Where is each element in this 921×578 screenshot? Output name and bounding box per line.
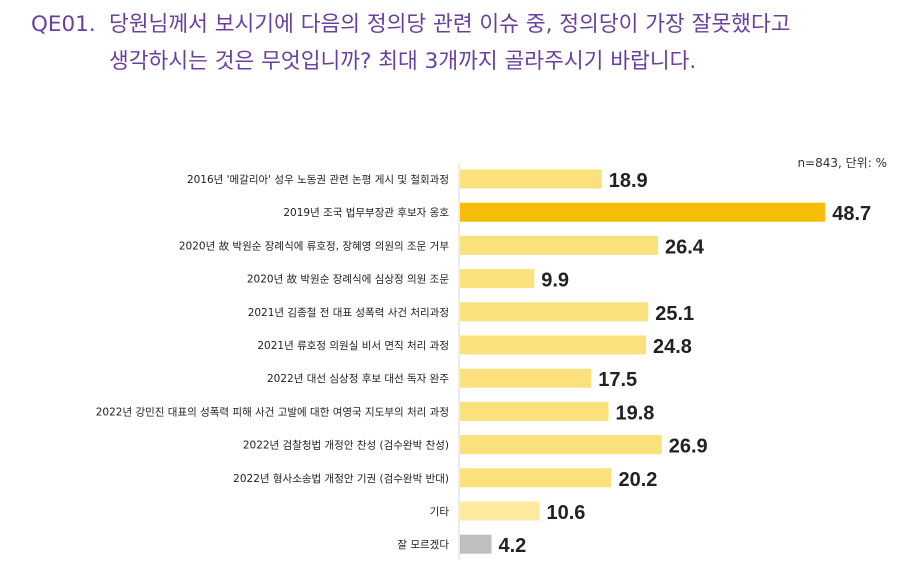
bar [460,302,649,322]
data-label: 24.8 [653,336,692,358]
bar [460,169,602,189]
data-label: 9.9 [541,270,569,292]
bar [460,534,492,554]
data-label: 10.6 [547,502,586,524]
category-label: 2020년 故 박원순 장례식에 류호정, 장혜영 의원의 조문 거부 [179,239,449,252]
category-label: 2022년 형사소송법 개정안 기권 (검수완박 반대) [233,472,449,485]
bar [460,435,662,455]
sample-size-unit-note: n=843, 단위: % [797,156,887,170]
category-label: 2019년 조국 법무부장관 후보자 옹호 [283,207,449,219]
question-text: 당원님께서 보시기에 다음의 정의당 관련 이슈 중, 정의당이 가장 잘못했다… [109,12,791,74]
data-label: 4.2 [499,535,527,557]
data-label: 48.7 [832,203,871,225]
category-label: 잘 모르겠다 [397,539,449,551]
question-header: QE01. 당원님께서 보시기에 다음의 정의당 관련 이슈 중, 정의당이 가… [31,6,911,80]
bar [460,501,540,521]
bar [460,401,609,421]
bar [460,468,612,488]
category-label: 기타 [430,506,450,518]
data-label: 20.2 [619,469,658,491]
category-label: 2022년 강민진 대표의 성폭력 피해 사건 고발에 대한 여영국 지도부의 … [96,405,449,418]
data-label: 26.4 [665,236,705,258]
data-label: 26.9 [669,436,708,458]
question-code: QE01. [31,12,96,37]
category-label: 2022년 대선 심상정 후보 대선 독자 완주 [267,372,449,385]
bar [460,202,826,222]
bar [460,269,535,289]
data-label: 25.1 [655,303,694,325]
data-label: 18.9 [609,170,648,192]
category-label: 2021년 류호정 의원실 비서 면직 처리 과정 [257,340,449,352]
bar [460,368,592,388]
category-label: 2021년 김종철 전 대표 성폭력 사건 처리과정 [248,307,449,319]
bar [460,235,658,255]
bar [460,335,646,355]
data-label: 17.5 [598,369,637,391]
category-label: 2022년 검찰청법 개정안 찬성 (검수완박 찬성) [243,439,449,452]
category-label: 2016년 '메갈리아' 성우 노동권 관련 논평 게시 및 철회과정 [187,173,449,186]
category-label: 2020년 故 박원순 장례식에 심상정 의원 조문 [247,273,449,286]
data-label: 19.8 [616,402,655,424]
